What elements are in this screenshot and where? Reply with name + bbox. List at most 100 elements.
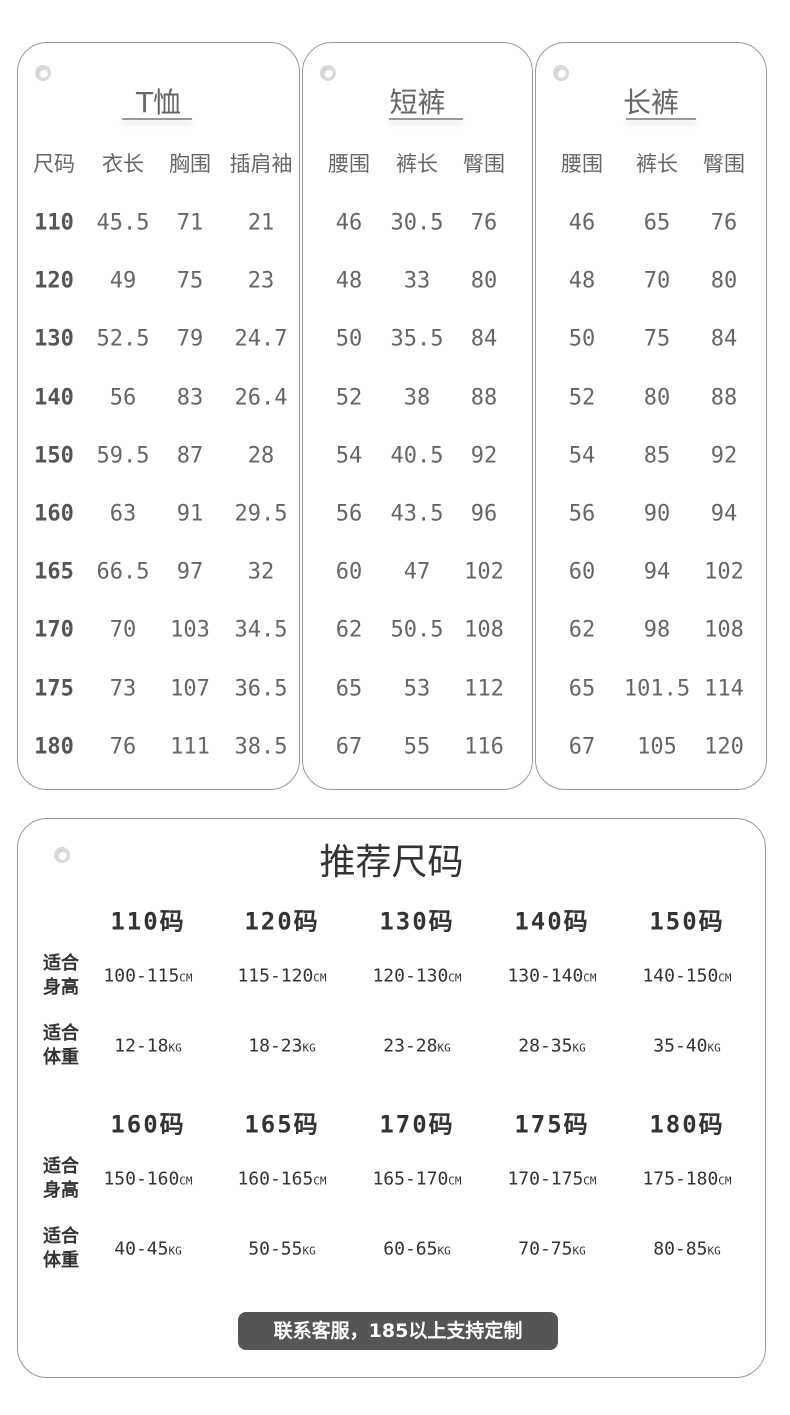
table-cell: 36.5 xyxy=(234,676,288,702)
weight-unit: KG xyxy=(572,1041,586,1055)
weight-value: 70-75 xyxy=(518,1238,573,1260)
table-cell: 54 xyxy=(568,443,596,469)
column-header: 裤长 xyxy=(636,152,678,176)
table-cell: 65 xyxy=(335,676,363,702)
height-value: 175-180 xyxy=(642,1168,719,1190)
table-cell: 60 xyxy=(335,559,363,585)
weight-unit: KG xyxy=(572,1244,586,1258)
height-unit: CM xyxy=(448,971,462,985)
height-range: 175-180CM xyxy=(642,1169,731,1190)
weight-value: 50-55 xyxy=(248,1238,303,1260)
table-cell: 92 xyxy=(710,443,738,469)
table-cell: 90 xyxy=(643,501,671,527)
title-underline xyxy=(122,118,192,120)
table-cell: 24.7 xyxy=(234,326,288,352)
table-cell: 49 xyxy=(109,268,137,294)
table-cell: 29.5 xyxy=(234,501,288,527)
weight-value: 35-40 xyxy=(653,1035,708,1057)
table-cell: 66.5 xyxy=(96,559,150,585)
height-unit: CM xyxy=(179,1174,193,1188)
table-cell: 97 xyxy=(176,559,204,585)
table-cell: 112 xyxy=(464,676,504,702)
table-cell: 76 xyxy=(470,210,498,236)
table-cell: 52 xyxy=(568,385,596,411)
table-cell: 26.4 xyxy=(234,385,288,411)
weight-value: 18-23 xyxy=(248,1035,303,1057)
table-cell: 47 xyxy=(403,559,431,585)
table-cell: 35.5 xyxy=(390,326,444,352)
table-cell: 62 xyxy=(568,617,596,643)
height-range: 150-160CM xyxy=(103,1169,192,1190)
table-title: 短裤 xyxy=(389,86,446,119)
table-cell: 32 xyxy=(247,559,275,585)
table-cell: 80 xyxy=(710,268,738,294)
height-value: 140-150 xyxy=(642,965,719,987)
height-value: 170-175 xyxy=(507,1168,584,1190)
height-range: 120-130CM xyxy=(372,966,461,987)
height-unit: CM xyxy=(718,1174,732,1188)
hanger-hole-icon xyxy=(320,65,336,81)
table-cell: 165 xyxy=(34,559,74,585)
column-header: 裤长 xyxy=(396,152,438,176)
height-unit: CM xyxy=(583,971,597,985)
height-value: 100-115 xyxy=(103,965,180,987)
table-cell: 87 xyxy=(176,443,204,469)
table-cell: 103 xyxy=(170,617,210,643)
table-cell: 21 xyxy=(247,210,275,236)
custom-size-note: 联系客服，185以上支持定制 xyxy=(238,1312,558,1350)
table-cell: 79 xyxy=(176,326,204,352)
table-cell: 88 xyxy=(710,385,738,411)
table-cell: 34.5 xyxy=(234,617,288,643)
table-title: 长裤 xyxy=(622,86,679,119)
size-name: 160码 xyxy=(110,1110,186,1139)
weight-range: 12-18KG xyxy=(114,1036,181,1057)
table-cell: 65 xyxy=(643,210,671,236)
weight-range: 28-35KG xyxy=(518,1036,585,1057)
table-cell: 56 xyxy=(568,501,596,527)
column-header: 臀围 xyxy=(703,152,745,176)
height-unit: CM xyxy=(179,971,193,985)
size-table-card: 长裤 腰围 裤长 臀围 46 65 76 48 70 80 50 75 84 52 80 88 54 85 92 56… xyxy=(535,42,767,790)
height-range: 130-140CM xyxy=(507,966,596,987)
table-cell: 70 xyxy=(109,617,137,643)
height-range: 140-150CM xyxy=(642,966,731,987)
table-cell: 52 xyxy=(335,385,363,411)
table-cell: 91 xyxy=(176,501,204,527)
size-name: 150码 xyxy=(649,907,725,936)
weight-unit: KG xyxy=(437,1244,451,1258)
table-cell: 150 xyxy=(34,443,74,469)
table-cell: 80 xyxy=(643,385,671,411)
table-cell: 65 xyxy=(568,676,596,702)
height-value: 120-130 xyxy=(372,965,449,987)
row-label-line: 体重 xyxy=(43,1047,79,1068)
table-cell: 92 xyxy=(470,443,498,469)
row-label-line: 适合 xyxy=(43,1226,79,1247)
height-range: 170-175CM xyxy=(507,1169,596,1190)
table-cell: 67 xyxy=(335,734,363,760)
height-value: 130-140 xyxy=(507,965,584,987)
weight-range: 40-45KG xyxy=(114,1239,181,1260)
table-cell: 40.5 xyxy=(390,443,444,469)
weight-value: 40-45 xyxy=(114,1238,169,1260)
table-cell: 98 xyxy=(643,617,671,643)
weight-range: 70-75KG xyxy=(518,1239,585,1260)
column-header: 胸围 xyxy=(169,152,211,176)
height-value: 165-170 xyxy=(372,1168,449,1190)
height-unit: CM xyxy=(313,1174,327,1188)
row-label-line: 身高 xyxy=(43,977,79,998)
table-cell: 105 xyxy=(637,734,677,760)
weight-value: 23-28 xyxy=(383,1035,438,1057)
hanger-hole-icon xyxy=(553,65,569,81)
weight-unit: KG xyxy=(168,1041,182,1055)
table-cell: 80 xyxy=(470,268,498,294)
table-cell: 88 xyxy=(470,385,498,411)
table-cell: 46 xyxy=(335,210,363,236)
table-cell: 85 xyxy=(643,443,671,469)
table-cell: 48 xyxy=(335,268,363,294)
weight-value: 80-85 xyxy=(653,1238,708,1260)
table-cell: 96 xyxy=(470,501,498,527)
column-header: 腰围 xyxy=(328,152,370,176)
weight-range: 18-23KG xyxy=(248,1036,315,1057)
weight-range: 80-85KG xyxy=(653,1239,720,1260)
table-cell: 55 xyxy=(403,734,431,760)
